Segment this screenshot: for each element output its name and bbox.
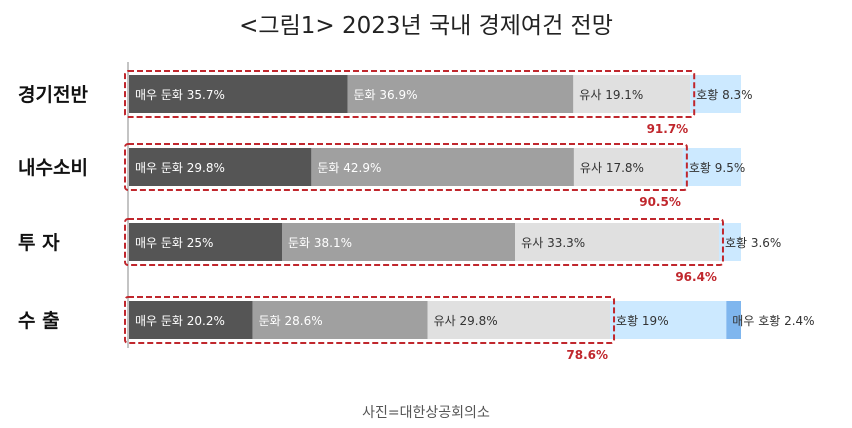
highlight-box [124, 296, 616, 344]
data-label: 매우 둔화 20.2% [135, 314, 225, 328]
data-label: 유사 33.3% [521, 236, 585, 250]
bar-segment [347, 75, 574, 113]
bar-segment [311, 148, 574, 186]
data-label: 매우 둔화 35.7% [135, 88, 225, 102]
data-label: 매우 둔화 25% [135, 236, 213, 250]
bar-segment [515, 223, 719, 261]
data-label: 유사 17.8% [580, 161, 644, 175]
bar-segment [129, 148, 312, 186]
highlight-total-label: 78.6% [566, 348, 608, 362]
bar-segment [682, 148, 741, 186]
bar-segment [690, 75, 741, 113]
data-label: 둔화 36.9% [353, 88, 417, 102]
data-label: 둔화 38.1% [288, 236, 352, 250]
data-label: 둔화 42.9% [317, 161, 381, 175]
data-label: 호황 3.6% [725, 236, 781, 250]
highlight-box [124, 218, 724, 266]
chart-title: <그림1> 2023년 국내 경제여건 전망 [239, 13, 613, 39]
highlight-total-label: 96.4% [675, 270, 717, 284]
category-label: 수 출 [18, 310, 60, 332]
image-caption: 사진=대한상공회의소 [362, 405, 490, 421]
bar-segment [573, 148, 683, 186]
category-label: 경기전반 [18, 84, 88, 106]
data-label: 호황 19% [616, 314, 669, 328]
data-label: 유사 19.1% [579, 88, 643, 102]
category-label: 내수소비 [18, 157, 88, 179]
bar-segment [610, 301, 727, 339]
highlight-total-label: 91.7% [647, 122, 689, 136]
bar-segment [573, 75, 691, 113]
highlight-total-label: 90.5% [639, 195, 681, 209]
data-label: 유사 29.8% [434, 314, 498, 328]
category-label: 투 자 [18, 232, 60, 254]
bar-segment [129, 223, 282, 261]
bar-segment [252, 301, 428, 339]
data-label: 매우 호황 2.4% [732, 314, 814, 328]
bar-segment [129, 75, 348, 113]
bar-segment [282, 223, 516, 261]
data-label: 둔화 28.6% [259, 314, 323, 328]
data-label: 호황 8.3% [696, 88, 752, 102]
bar-segment [427, 301, 611, 339]
bar-segment [726, 301, 741, 339]
highlight-box [124, 143, 688, 191]
data-label: 호황 9.5% [689, 161, 745, 175]
data-label: 매우 둔화 29.8% [135, 161, 225, 175]
highlight-box [124, 70, 696, 118]
bar-segment [129, 301, 253, 339]
bar-segment [718, 223, 741, 261]
